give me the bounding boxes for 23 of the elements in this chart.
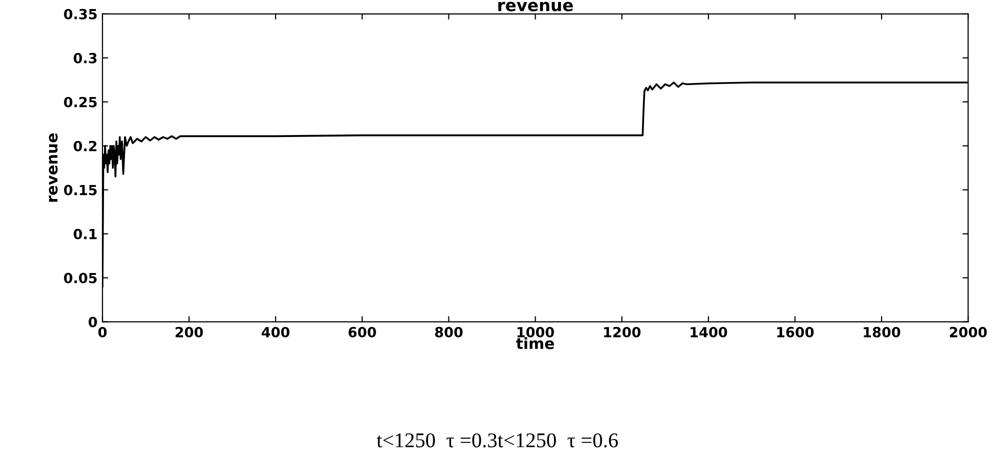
x-tick-label: 2000 bbox=[950, 326, 987, 338]
x-axis-title: time bbox=[516, 337, 554, 350]
x-tick-label: 1400 bbox=[690, 326, 728, 338]
y-tick-label: 0.1 bbox=[74, 228, 97, 240]
y-tick-label: 0.3 bbox=[74, 52, 97, 64]
x-tick-label: 200 bbox=[176, 326, 203, 338]
x-tick-label: 1600 bbox=[777, 326, 814, 338]
y-tick-label: 0.2 bbox=[74, 140, 96, 152]
y-tick-label: 0.25 bbox=[64, 96, 97, 108]
chart-title: revenue bbox=[498, 2, 573, 12]
y-tick-label: 0.35 bbox=[64, 8, 97, 20]
y-tick-label: 0.15 bbox=[64, 184, 97, 196]
x-tick-label: 800 bbox=[435, 326, 463, 338]
y-axis-title: revenue bbox=[48, 133, 58, 202]
x-tick-label: 1200 bbox=[604, 326, 641, 338]
text: t<1250 τ =0.3t<1250 τ =0.6 bbox=[376, 433, 618, 448]
x-tick-label: 1000 bbox=[518, 326, 554, 338]
x-tick-label: 600 bbox=[348, 326, 376, 338]
x-tick-label: 400 bbox=[262, 326, 290, 338]
y-tick-label: 0.05 bbox=[64, 272, 97, 284]
x-tick-label: 0 bbox=[98, 326, 107, 338]
y-tick-label: 0 bbox=[88, 316, 97, 328]
x-tick-label: 1800 bbox=[864, 326, 900, 338]
